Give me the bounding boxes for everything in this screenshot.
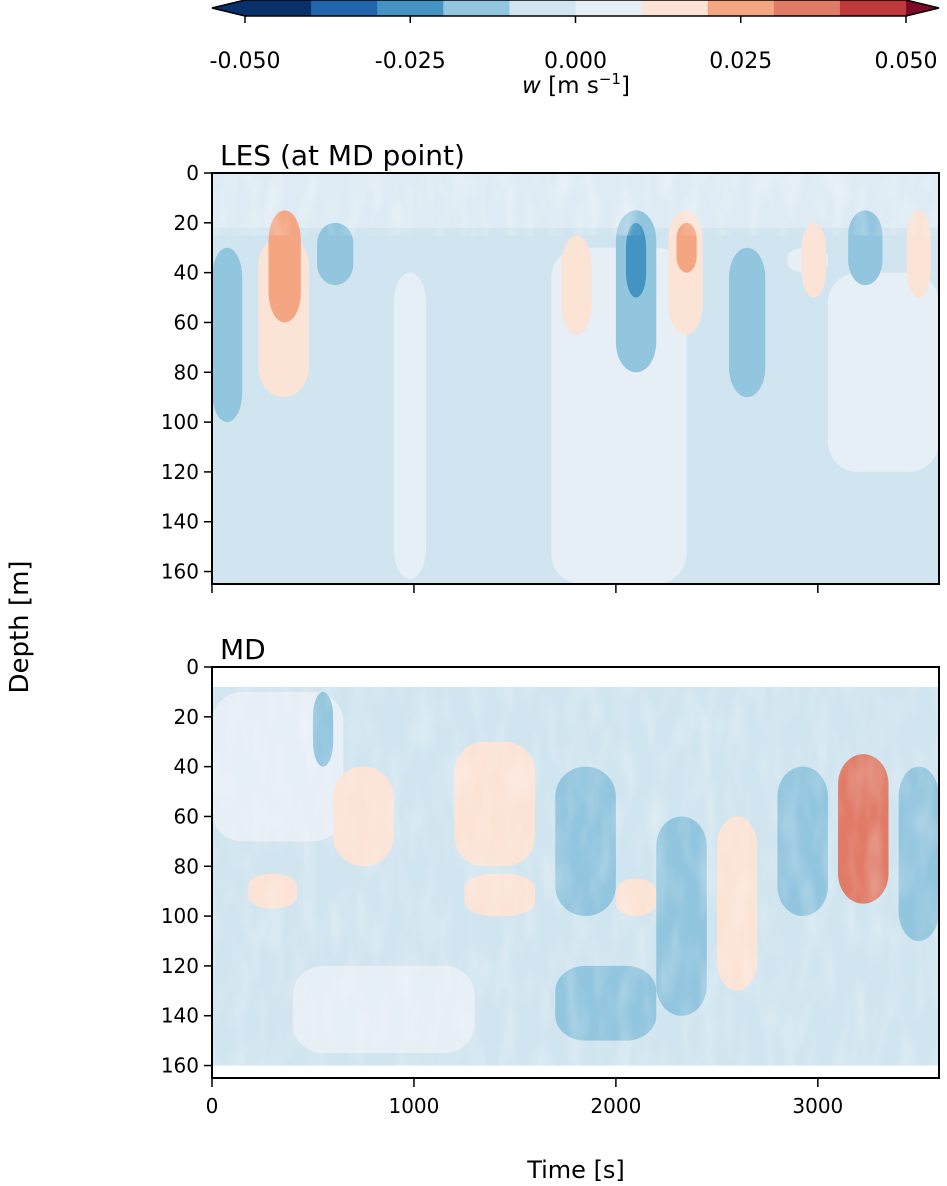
colorbar-extend-high: [906, 0, 939, 16]
panel-md-axes: 0 20 40 60 80 100 120 140 160 0 1000 2000 3000: [161, 655, 843, 1118]
colorbar-extend-low: [212, 0, 245, 16]
colorbar-cell: [311, 0, 378, 16]
panel-les-title: LES (at MD point): [220, 139, 465, 172]
heatmap-feature: [317, 222, 354, 286]
y-tick-label: 20: [174, 211, 199, 235]
heatmap-feature: [268, 210, 301, 323]
y-tick-label: 0: [186, 655, 199, 679]
y-tick-label: 80: [174, 360, 199, 384]
colorbar-cell: [509, 0, 576, 16]
heatmap-feature: [728, 247, 766, 398]
y-tick-label: 0: [186, 161, 199, 185]
heatmap-les: [212, 173, 939, 584]
colorbar-label-var: w: [522, 73, 541, 99]
y-tick-label: 160: [161, 1054, 199, 1078]
x-tick-label: 1000: [388, 1094, 439, 1118]
y-tick-label: 140: [161, 1004, 199, 1028]
colorbar-cell: [377, 0, 444, 16]
panel-les: LES (at MD point) 0 20 40 60 80 100 120 140 160: [161, 139, 940, 593]
colorbar-cells: [211, 0, 940, 17]
colorbar-tick-label: -0.050: [210, 49, 281, 74]
panel-md-title: MD: [220, 633, 266, 666]
x-tick-label: 2000: [590, 1094, 641, 1118]
colorbar-cell: [773, 0, 841, 16]
y-tick-label: 20: [174, 705, 199, 729]
colorbar-tick-label: 0.025: [709, 49, 772, 74]
colorbar-cell: [707, 0, 775, 16]
x-tick-label: 3000: [792, 1094, 843, 1118]
y-tick-label: 40: [174, 755, 199, 779]
colorbar-cell: [641, 0, 709, 16]
colorbar-tick-label: 0.050: [875, 49, 938, 74]
colorbar: -0.050 -0.025 0.000 0.025 0.050 w [m s−1]: [210, 0, 940, 99]
colorbar-ticks: -0.050 -0.025 0.000 0.025 0.050: [210, 16, 938, 74]
heatmap-feature: [625, 222, 647, 298]
y-tick-label: 140: [161, 510, 199, 534]
colorbar-cell: [839, 0, 907, 16]
colorbar-label: w [m s−1]: [522, 70, 630, 99]
colorbar-label-close: ]: [621, 73, 630, 99]
y-tick-label: 160: [161, 560, 199, 584]
y-tick-label: 60: [174, 804, 199, 828]
y-tick-label: 80: [174, 854, 199, 878]
panel-md-frame: [211, 666, 940, 1079]
colorbar-label-exp: −1: [599, 70, 621, 88]
colorbar-label-units: [m s: [541, 73, 599, 99]
y-tick-label: 120: [161, 460, 199, 484]
heatmap-feature: [212, 247, 243, 423]
y-tick-label: 100: [161, 410, 199, 434]
x-tick-label: 0: [206, 1094, 219, 1118]
colorbar-cell: [443, 0, 510, 16]
heatmap-speckle: [212, 686, 939, 1066]
y-tick-label: 100: [161, 904, 199, 928]
y-axis-label: Depth [m]: [5, 560, 35, 693]
x-axis-label: Time [s]: [526, 1156, 625, 1184]
heatmap-feature: [561, 235, 592, 335]
panel-les-frame: [211, 172, 940, 585]
heatmap-feature: [393, 272, 427, 580]
heatmap-md: [212, 686, 939, 1066]
panel-md: MD 0 20 40 60 80 100 120 140 160 0 1000 2000 3000: [161, 633, 940, 1118]
colorbar-cell: [245, 0, 312, 16]
colorbar-tick-label: 0.000: [544, 49, 607, 74]
heatmap-feature: [801, 222, 826, 298]
panel-les-axes: 0 20 40 60 80 100 120 140 160: [161, 161, 819, 593]
y-tick-label: 60: [174, 310, 199, 334]
heatmap-feature: [827, 272, 939, 472]
colorbar-cell: [575, 0, 643, 16]
y-tick-label: 40: [174, 261, 199, 285]
colorbar-tick-label: -0.025: [375, 49, 446, 74]
heatmap-speckle: [212, 173, 939, 236]
y-tick-label: 120: [161, 954, 199, 978]
